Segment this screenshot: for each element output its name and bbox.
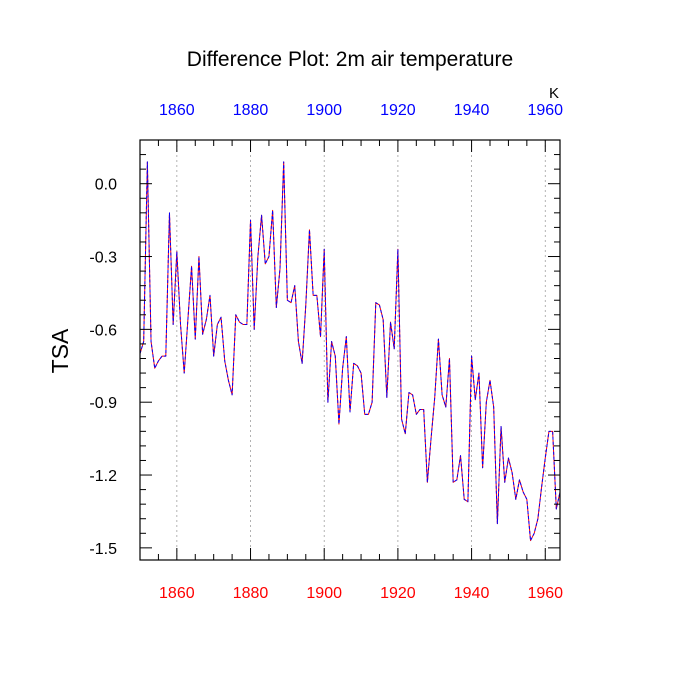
series-lines <box>139 161 561 542</box>
x-tick-label-bottom: 1920 <box>380 585 416 602</box>
chart-title: Difference Plot: 2m air temperature <box>187 48 513 71</box>
series-a-line <box>139 161 561 542</box>
y-tick-label: -1.5 <box>89 541 117 558</box>
axis-ticks <box>139 139 560 560</box>
y-tick-label: -1.2 <box>89 468 117 485</box>
y-tick-label: 0.0 <box>95 177 117 194</box>
grid-lines <box>176 140 546 560</box>
y-tick-label: -0.6 <box>89 322 117 339</box>
x-tick-label-top: 1900 <box>306 102 342 119</box>
x-tick-label-top: 1860 <box>159 102 195 119</box>
x-tick-label-bottom: 1960 <box>527 585 563 602</box>
x-tick-label-top: 1880 <box>233 102 269 119</box>
y-tick-label: -0.3 <box>89 250 117 267</box>
x-tick-label-bottom: 1880 <box>233 585 269 602</box>
y-tick-label: -0.9 <box>89 395 117 412</box>
x-tick-label-bottom: 1940 <box>454 585 490 602</box>
plot-frame <box>139 139 561 561</box>
series-b-line <box>139 161 561 542</box>
x-tick-label-bottom: 1860 <box>159 585 195 602</box>
x-tick-label-top: 1960 <box>527 102 563 119</box>
x-tick-label-top: 1920 <box>380 102 416 119</box>
units-label: K <box>549 85 559 102</box>
x-tick-label-top: 1940 <box>454 102 490 119</box>
y-axis-label: TSA <box>47 328 73 373</box>
x-tick-label-bottom: 1900 <box>306 585 342 602</box>
tick-labels: 1860 1860 1880 1880 1900 1900 1920 1920 1940 1940… <box>89 102 563 602</box>
